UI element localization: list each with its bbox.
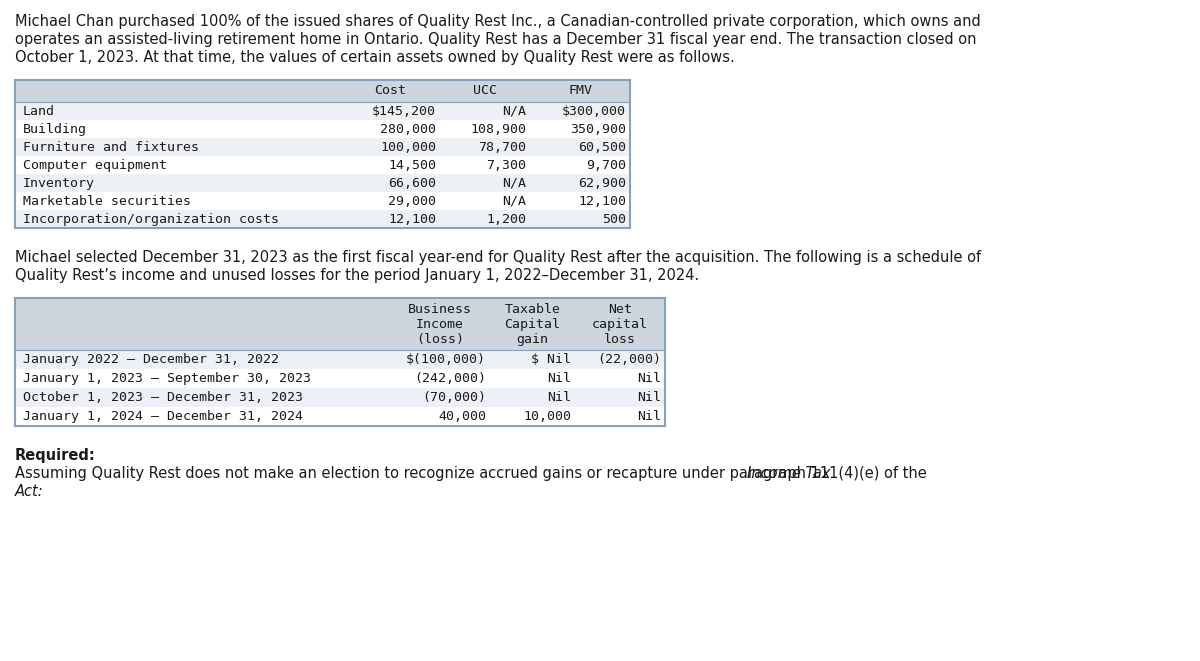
Text: 108,900: 108,900 [470, 123, 526, 136]
Text: loss: loss [604, 333, 636, 346]
Text: $(100,000): $(100,000) [406, 353, 486, 366]
Text: capital: capital [592, 318, 648, 331]
Bar [14, 156, 630, 174]
Text: (22,000): (22,000) [598, 353, 661, 366]
Text: Nil: Nil [637, 410, 661, 423]
Bar [14, 174, 630, 192]
Text: N/A: N/A [502, 105, 526, 118]
Text: Michael Chan purchased 100% of the issued shares of Quality Rest Inc., a Canadia: Michael Chan purchased 100% of the issue… [14, 14, 980, 29]
Text: Nil: Nil [637, 372, 661, 385]
Text: UCC: UCC [473, 84, 497, 97]
Text: October 1, 2023. At that time, the values of certain assets owned by Quality Res: October 1, 2023. At that time, the value… [14, 50, 734, 65]
Text: N/A: N/A [502, 195, 526, 208]
Text: operates an assisted-living retirement home in Ontario. Quality Rest has a Decem: operates an assisted-living retirement h… [14, 32, 977, 47]
Text: Furniture and fixtures: Furniture and fixtures [23, 141, 199, 154]
Text: 10,000: 10,000 [523, 410, 571, 423]
Text: 9,700: 9,700 [586, 159, 626, 172]
Text: Nil: Nil [637, 391, 661, 404]
Text: Michael selected December 31, 2023 as the first fiscal year-end for Quality Rest: Michael selected December 31, 2023 as th… [14, 250, 982, 265]
Text: Nil: Nil [547, 372, 571, 385]
Text: gain: gain [516, 333, 548, 346]
Text: Incorporation/organization costs: Incorporation/organization costs [23, 213, 278, 226]
Bar [14, 350, 665, 369]
Bar [14, 407, 665, 426]
Text: Marketable securities: Marketable securities [23, 195, 191, 208]
Text: 60,500: 60,500 [578, 141, 626, 154]
Text: $ Nil: $ Nil [530, 353, 571, 366]
Text: Act:: Act: [14, 484, 43, 499]
Text: 100,000: 100,000 [380, 141, 436, 154]
Bar [14, 192, 630, 210]
Text: (loss): (loss) [416, 333, 464, 346]
Text: January 1, 2023 – September 30, 2023: January 1, 2023 – September 30, 2023 [23, 372, 311, 385]
Text: Computer equipment: Computer equipment [23, 159, 167, 172]
Text: 12,100: 12,100 [578, 195, 626, 208]
Text: 29,000: 29,000 [388, 195, 436, 208]
Text: N/A: N/A [502, 177, 526, 190]
Text: $145,200: $145,200 [372, 105, 436, 118]
Text: 280,000: 280,000 [380, 123, 436, 136]
Bar [14, 80, 630, 102]
Text: (242,000): (242,000) [414, 372, 486, 385]
Text: Taxable: Taxable [504, 303, 560, 316]
Text: January 2022 – December 31, 2022: January 2022 – December 31, 2022 [23, 353, 278, 366]
Text: Net: Net [608, 303, 632, 316]
Text: Inventory: Inventory [23, 177, 95, 190]
Text: January 1, 2024 – December 31, 2024: January 1, 2024 – December 31, 2024 [23, 410, 302, 423]
Text: (70,000): (70,000) [422, 391, 486, 404]
Text: October 1, 2023 – December 31, 2023: October 1, 2023 – December 31, 2023 [23, 391, 302, 404]
Text: Nil: Nil [547, 391, 571, 404]
Text: 500: 500 [602, 213, 626, 226]
Text: Cost: Cost [374, 84, 406, 97]
Text: Required:: Required: [14, 448, 96, 463]
Bar [14, 388, 665, 407]
Text: 78,700: 78,700 [478, 141, 526, 154]
Text: Income: Income [416, 318, 464, 331]
Bar [14, 210, 630, 228]
Text: Business: Business [408, 303, 472, 316]
Bar [14, 120, 630, 138]
Text: Assuming Quality Rest does not make an election to recognize accrued gains or re: Assuming Quality Rest does not make an e… [14, 466, 931, 481]
Text: 350,900: 350,900 [570, 123, 626, 136]
Text: 62,900: 62,900 [578, 177, 626, 190]
Text: Capital: Capital [504, 318, 560, 331]
Bar [14, 102, 630, 120]
Bar [14, 369, 665, 388]
Text: 14,500: 14,500 [388, 159, 436, 172]
Text: Building: Building [23, 123, 88, 136]
Text: 7,300: 7,300 [486, 159, 526, 172]
Text: 1,200: 1,200 [486, 213, 526, 226]
Text: Income Tax: Income Tax [748, 466, 830, 481]
Text: $300,000: $300,000 [562, 105, 626, 118]
Text: 66,600: 66,600 [388, 177, 436, 190]
Text: Land: Land [23, 105, 55, 118]
Text: 40,000: 40,000 [438, 410, 486, 423]
Bar [14, 298, 665, 350]
Bar [14, 138, 630, 156]
Text: Quality Rest’s income and unused losses for the period January 1, 2022–December : Quality Rest’s income and unused losses … [14, 268, 700, 283]
Text: FMV: FMV [568, 84, 592, 97]
Text: 12,100: 12,100 [388, 213, 436, 226]
